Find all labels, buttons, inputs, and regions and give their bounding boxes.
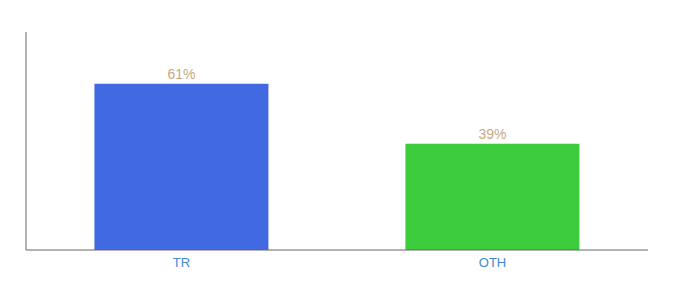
svg-text:OTH: OTH: [479, 255, 506, 270]
svg-text:TR: TR: [173, 255, 190, 270]
svg-text:61%: 61%: [167, 66, 195, 82]
svg-text:39%: 39%: [478, 126, 506, 142]
